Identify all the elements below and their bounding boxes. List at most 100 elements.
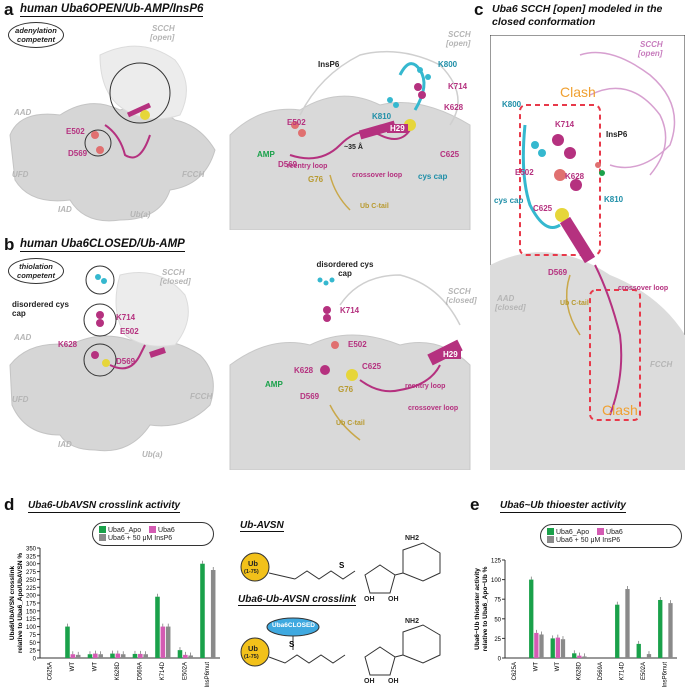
c-h18-label: H18 — [590, 228, 605, 237]
b-k628b-label: K628 — [294, 366, 314, 375]
b-k714b-label: K714 — [340, 306, 360, 315]
c-cyscap-label: cys cap — [494, 196, 524, 205]
x-tick-label: K714D — [160, 661, 166, 680]
bar — [625, 589, 630, 658]
y-tick-label: 325 — [26, 554, 37, 560]
panel-b-oval: thiolation competent — [8, 258, 64, 284]
chem2-s: S — [289, 640, 295, 649]
b-scch2-label: SCCH — [448, 287, 471, 296]
x-tick-label: WT — [533, 662, 539, 672]
x-tick-label: WT — [92, 662, 98, 672]
x-tick-label: C625A — [512, 662, 518, 680]
y-tick-label: 300 — [26, 562, 37, 568]
bar — [668, 603, 673, 658]
c-aad-label: AAD — [497, 294, 515, 303]
a-cyscap-label: cys cap — [418, 172, 448, 181]
panel-c-structure — [490, 35, 685, 470]
b-g76-label: G76 — [338, 385, 354, 394]
a-insp6-label: InsP6 — [318, 60, 340, 69]
b-d569b-label: D569 — [300, 392, 320, 401]
b-ub-label: Ub(a) — [142, 450, 163, 459]
x-tick-label: D569A — [137, 662, 143, 680]
c-insp6-label: InsP6 — [606, 130, 628, 139]
panel-e-legend: Uba6_Apo Uba6 Uba6 + 50 μM InsP6 — [540, 524, 682, 548]
y-axis-label: Uba6~Ub thioester activity — [474, 568, 481, 650]
y-tick-label: 200 — [26, 594, 37, 600]
y-tick-label: 25 — [29, 649, 36, 655]
bar — [138, 653, 143, 658]
bar — [646, 654, 652, 658]
panel-d-legend: Uba6_Apo Uba6 Uba6 + 50 μM InsP6 — [92, 522, 214, 546]
a-scch2-label: SCCH — [448, 30, 471, 39]
bar — [115, 653, 121, 658]
b-reentry-label: reentry loop — [405, 383, 446, 390]
ubavsn-title: Ub-AVSN — [240, 520, 284, 532]
b-iad-label: IAD — [58, 440, 72, 449]
y-tick-label: 75 — [494, 598, 501, 604]
chem2-uba6-label: Uba6CLOSED — [272, 622, 315, 629]
a-crossover-label: crossover loop — [352, 172, 403, 179]
bar — [183, 654, 188, 658]
legend-e-3: Uba6 + 50 μM InsP6 — [547, 536, 620, 544]
c-k714-label: K714 — [555, 120, 575, 129]
panel-b-title: human Uba6CLOSED/Ub-AMP — [20, 238, 185, 252]
legend-d-1: Uba6_Apo — [99, 526, 141, 534]
y-axis-label: relative to Uba6_Apo~Ub % — [482, 566, 489, 651]
bar — [75, 654, 81, 658]
y-tick-label: 225 — [26, 586, 37, 592]
c-clash1-label: Clash — [560, 84, 596, 100]
panel-letter-e: e — [470, 495, 480, 514]
b-ufd-label: UFD — [12, 395, 29, 404]
panel-c-title-1: Uba6 SCCH [open] modeled in the — [492, 3, 663, 15]
legend-e-2: Uba6 — [597, 528, 623, 536]
bar — [560, 639, 566, 658]
panel-letter-b: b — [4, 235, 15, 254]
a-fcch-label: FCCH — [182, 170, 205, 179]
chem1-nh2: NH2 — [405, 535, 420, 542]
y-tick-label: 350 — [26, 547, 37, 553]
c-ubctail-label: Ub C-tail — [560, 300, 589, 307]
bar — [160, 626, 166, 658]
bar — [188, 655, 193, 658]
panel-e-title: Uba6~Ub thioester activity — [500, 500, 626, 513]
bar — [65, 626, 70, 658]
y-tick-label: 0 — [33, 657, 37, 663]
b-e502-label: E502 — [120, 327, 139, 336]
chem2-ub-range: (1-75) — [244, 654, 259, 660]
y-tick-label: 25 — [494, 637, 501, 643]
panel-a-title: human Uba6OPEN/Ub-AMP/InsP6 — [20, 3, 204, 17]
bar — [210, 570, 216, 658]
a-h29-label: H29 — [387, 124, 408, 133]
bar — [615, 604, 620, 658]
y-tick-label: 175 — [26, 602, 37, 608]
c-scch-state: [open] — [638, 49, 663, 58]
bar — [70, 654, 76, 658]
y-tick-label: 275 — [26, 570, 37, 576]
a-scch-state: [open] — [150, 33, 175, 42]
b-scch2-state: [closed] — [446, 296, 477, 305]
panel-a-oval: adenylation competent — [8, 22, 64, 48]
b-disordered-label: disordered cys cap — [12, 300, 69, 318]
y-tick-label: 150 — [26, 609, 37, 615]
bar — [120, 654, 126, 658]
chem1-ub-range: (1-75) — [244, 569, 259, 575]
a-scch2-state: [open] — [446, 39, 471, 48]
b-k628-label: K628 — [58, 340, 78, 349]
a-k810-label: K810 — [372, 112, 392, 121]
c-k800-label: K800 — [502, 100, 522, 109]
bar — [93, 653, 98, 658]
a-k628-label: K628 — [444, 103, 464, 112]
y-tick-label: 75 — [29, 633, 36, 639]
bar — [87, 654, 93, 658]
a-ubctail-label: Ub C-tail — [360, 203, 389, 210]
b-scch-label: SCCH — [162, 268, 185, 277]
legend-d-3: Uba6 + 50 μM InsP6 — [99, 534, 172, 542]
x-tick-label: K628D — [115, 661, 121, 680]
bar — [550, 638, 555, 658]
c-fcch-label: FCCH — [650, 360, 673, 369]
a-c625-label: C625 — [440, 150, 460, 159]
c-aad-state: [closed] — [495, 303, 526, 312]
panel-a-structure — [9, 45, 471, 230]
a-reentry-label: reentry loop — [287, 163, 328, 170]
a-e502b-label: E502 — [287, 118, 306, 127]
